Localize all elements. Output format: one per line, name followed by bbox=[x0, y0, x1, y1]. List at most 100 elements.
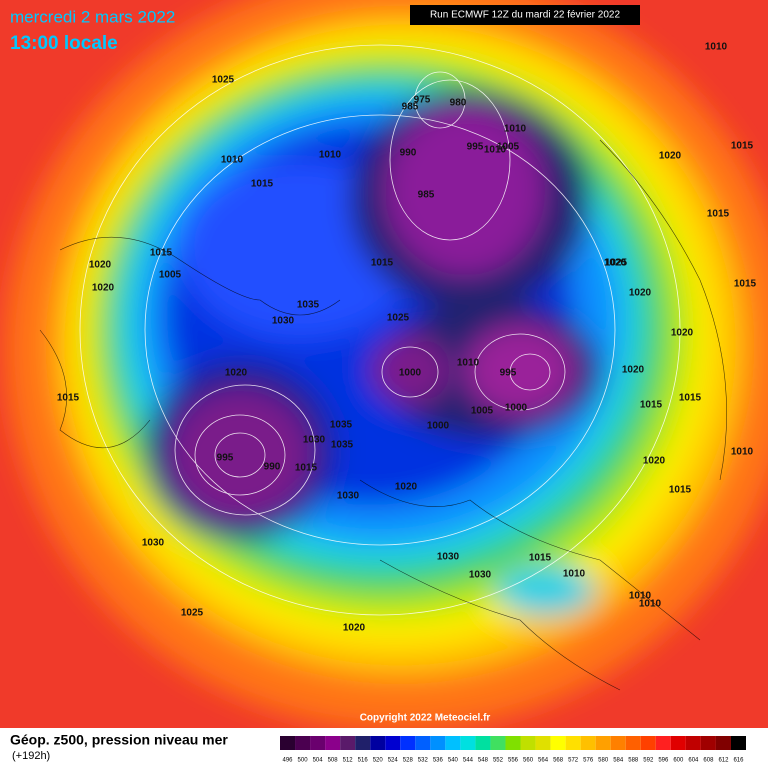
scale-swatch bbox=[595, 736, 611, 750]
scale-label: 596 bbox=[658, 758, 669, 764]
scale-swatch bbox=[640, 736, 656, 750]
scale-label: 504 bbox=[313, 758, 324, 764]
isobar-label: 1010 bbox=[504, 124, 527, 135]
isobar-label: 1015 bbox=[295, 463, 318, 474]
isobar-label: 1010 bbox=[563, 569, 586, 580]
isobar-label: 1025 bbox=[605, 258, 628, 269]
isobar-label: 1035 bbox=[297, 300, 320, 311]
scale-swatch bbox=[280, 736, 296, 750]
isobar-label: 1000 bbox=[505, 403, 528, 414]
isobar-label: 1020 bbox=[343, 623, 366, 634]
scale-label: 528 bbox=[403, 758, 414, 764]
scale-label: 572 bbox=[568, 758, 579, 764]
scale-label: 616 bbox=[733, 758, 744, 764]
isobar-label: 1025 bbox=[181, 608, 204, 619]
scale-swatch bbox=[520, 736, 536, 750]
isobar-label: 985 bbox=[402, 102, 419, 113]
scale-swatch bbox=[355, 736, 371, 750]
legend-title: Géop. z500, pression niveau mer bbox=[10, 732, 228, 748]
scale-label: 584 bbox=[613, 758, 624, 764]
scale-swatch bbox=[385, 736, 401, 750]
isobar-label: 1000 bbox=[427, 421, 450, 432]
scale-label: 496 bbox=[283, 758, 294, 764]
scale-swatch bbox=[685, 736, 701, 750]
scale-swatch bbox=[610, 736, 626, 750]
isobar-label: 990 bbox=[400, 148, 417, 159]
scale-label: 516 bbox=[358, 758, 369, 764]
time-title: 13:00 locale bbox=[10, 33, 118, 54]
isobar-label: 1005 bbox=[471, 406, 494, 417]
isobar-label: 1015 bbox=[529, 553, 552, 564]
isobar-label: 1020 bbox=[92, 283, 115, 294]
isobar-label: 1035 bbox=[331, 440, 354, 451]
scale-label: 576 bbox=[583, 758, 594, 764]
isobar-label: 1025 bbox=[387, 313, 410, 324]
isobar-label: 1015 bbox=[707, 209, 730, 220]
isobar-label: 1015 bbox=[679, 393, 702, 404]
scale-label: 532 bbox=[418, 758, 429, 764]
isobar-label: 1020 bbox=[659, 151, 682, 162]
isobar-label: 990 bbox=[264, 462, 281, 473]
scale-swatch bbox=[580, 736, 596, 750]
scale-swatch bbox=[295, 736, 311, 750]
scale-label: 556 bbox=[508, 758, 519, 764]
isobar-label: 995 bbox=[467, 142, 484, 153]
scale-swatch bbox=[505, 736, 521, 750]
scale-swatch bbox=[340, 736, 356, 750]
isobar-label: 1015 bbox=[731, 141, 754, 152]
scale-swatch bbox=[700, 736, 716, 750]
isobar-label: 985 bbox=[418, 190, 435, 201]
isobar-label: 1015 bbox=[251, 179, 274, 190]
scale-swatch bbox=[460, 736, 476, 750]
scale-label: 608 bbox=[703, 758, 714, 764]
isobar-label: 1035 bbox=[330, 420, 353, 431]
scale-label: 544 bbox=[463, 758, 474, 764]
isobar-label: 1030 bbox=[303, 435, 326, 446]
scale-label: 600 bbox=[673, 758, 684, 764]
scale-swatch bbox=[445, 736, 461, 750]
isobar-label: 1030 bbox=[437, 552, 460, 563]
isobar-label: 995 bbox=[500, 368, 517, 379]
isobar-label: 1010 bbox=[319, 150, 342, 161]
isobar-label: 1025 bbox=[212, 75, 235, 86]
map bbox=[0, 0, 768, 728]
isobar-label: 1020 bbox=[643, 456, 666, 467]
isobar-label: 1005 bbox=[497, 142, 520, 153]
scale-label: 548 bbox=[478, 758, 489, 764]
isobar-label: 1020 bbox=[671, 328, 694, 339]
scale-swatch bbox=[430, 736, 446, 750]
isobar-label: 1010 bbox=[484, 145, 507, 156]
isobar-label: 1010 bbox=[457, 358, 480, 369]
scale-swatch bbox=[715, 736, 731, 750]
scale-label: 592 bbox=[643, 758, 654, 764]
scale-swatch bbox=[565, 736, 581, 750]
scale-label: 512 bbox=[343, 758, 354, 764]
isobar-label: 1010 bbox=[705, 42, 728, 53]
scale-swatch bbox=[415, 736, 431, 750]
scale-swatch bbox=[625, 736, 641, 750]
legend-subtitle: (+192h) bbox=[12, 750, 50, 762]
isobar-label: 1010 bbox=[629, 591, 652, 602]
scale-label: 540 bbox=[448, 758, 459, 764]
scale-label: 524 bbox=[388, 758, 399, 764]
scale-label: 536 bbox=[433, 758, 444, 764]
scale-swatch bbox=[550, 736, 566, 750]
isobar-label: 980 bbox=[450, 98, 467, 109]
isobar-label: 1010 bbox=[221, 155, 244, 166]
scale-swatch bbox=[655, 736, 671, 750]
scale-label: 568 bbox=[553, 758, 564, 764]
isobar-label: 1015 bbox=[734, 279, 757, 290]
scale-label: 508 bbox=[328, 758, 339, 764]
scale-swatch bbox=[370, 736, 386, 750]
scale-swatch bbox=[670, 736, 686, 750]
scale-label: 604 bbox=[688, 758, 699, 764]
isobar-label: 1030 bbox=[272, 316, 295, 327]
scale-swatch bbox=[730, 736, 746, 750]
scale-swatch bbox=[325, 736, 341, 750]
isobar-label: 1005 bbox=[159, 270, 182, 281]
isobar-label: 1030 bbox=[469, 570, 492, 581]
scale-label: 520 bbox=[373, 758, 384, 764]
isobar-label: 1010 bbox=[639, 599, 662, 610]
isobar-label: 1015 bbox=[150, 248, 173, 259]
scale-label: 580 bbox=[598, 758, 609, 764]
